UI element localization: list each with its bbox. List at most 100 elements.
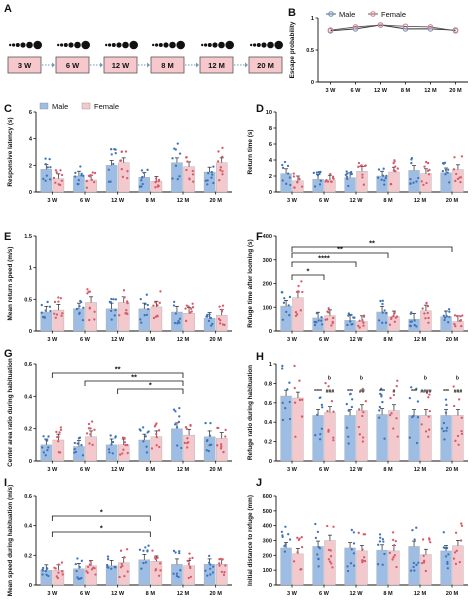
x-tick-label: 8 M bbox=[401, 88, 411, 94]
bar bbox=[203, 436, 216, 462]
data-point bbox=[447, 321, 450, 324]
data-point bbox=[394, 165, 397, 168]
data-point bbox=[121, 564, 124, 568]
x-tick-label: 20 M bbox=[209, 198, 222, 204]
data-point bbox=[106, 566, 109, 569]
data-point bbox=[59, 451, 62, 454]
data-point bbox=[352, 564, 356, 567]
y-axis-label: Center area ratio during habituation bbox=[7, 358, 14, 467]
panel-letter-F: F bbox=[256, 231, 263, 243]
data-point bbox=[318, 396, 321, 400]
data-point bbox=[94, 573, 97, 576]
looming-dot bbox=[267, 41, 274, 49]
data-point bbox=[442, 429, 445, 433]
data-point bbox=[345, 170, 348, 173]
data-point bbox=[381, 563, 384, 566]
data-point bbox=[178, 175, 181, 178]
looming-dot bbox=[63, 43, 68, 47]
data-point bbox=[345, 402, 348, 406]
data-point bbox=[174, 551, 177, 554]
data-point bbox=[326, 180, 330, 183]
data-point bbox=[125, 309, 128, 312]
data-point bbox=[89, 560, 92, 563]
bar bbox=[138, 439, 151, 462]
data-point bbox=[144, 546, 147, 549]
y-axis-label: Mean speed during habituation (m/s) bbox=[7, 485, 14, 597]
data-point bbox=[186, 559, 189, 563]
data-point bbox=[389, 396, 392, 400]
y-tick-label: 2 bbox=[269, 174, 272, 180]
data-point bbox=[297, 176, 300, 180]
data-point bbox=[315, 321, 318, 324]
data-point bbox=[145, 451, 149, 454]
data-point bbox=[175, 574, 178, 578]
data-point bbox=[108, 451, 111, 454]
data-point bbox=[352, 531, 355, 534]
data-point bbox=[154, 568, 158, 571]
data-point bbox=[144, 435, 147, 438]
significance-label: **** bbox=[318, 254, 330, 263]
data-point bbox=[219, 168, 222, 172]
data-point bbox=[211, 322, 214, 326]
looming-dot bbox=[122, 41, 129, 49]
data-point bbox=[221, 173, 224, 176]
data-point bbox=[189, 423, 192, 427]
data-point bbox=[217, 426, 220, 430]
data-point bbox=[361, 173, 364, 176]
data-point bbox=[457, 443, 460, 446]
data-point bbox=[141, 426, 145, 429]
legend-label: Female bbox=[381, 10, 406, 19]
data-point bbox=[208, 434, 212, 437]
x-tick-label: 6 W bbox=[319, 467, 330, 473]
timeline-arrow bbox=[100, 62, 103, 68]
data-point bbox=[110, 567, 113, 570]
data-point bbox=[78, 436, 82, 439]
data-point bbox=[412, 181, 415, 184]
data-point bbox=[114, 148, 117, 151]
data-point bbox=[74, 450, 78, 454]
looming-dot bbox=[9, 43, 12, 47]
data-point bbox=[446, 546, 449, 550]
data-point bbox=[207, 171, 210, 175]
data-point bbox=[61, 573, 64, 576]
data-point bbox=[357, 425, 360, 429]
data-point bbox=[54, 169, 58, 172]
data-point bbox=[283, 550, 287, 553]
data-point bbox=[427, 173, 431, 176]
data-point bbox=[75, 307, 78, 311]
data-point bbox=[52, 176, 56, 180]
data-point bbox=[281, 179, 284, 182]
data-point bbox=[155, 432, 158, 436]
data-point bbox=[362, 324, 365, 327]
data-point bbox=[381, 321, 384, 324]
data-point bbox=[191, 302, 194, 305]
data-point bbox=[361, 414, 364, 418]
data-point bbox=[126, 451, 129, 455]
data-point bbox=[444, 555, 448, 558]
data-point bbox=[87, 290, 90, 293]
data-point bbox=[90, 178, 93, 182]
data-point bbox=[383, 437, 386, 440]
data-point bbox=[349, 562, 353, 565]
timeline-label: 12 M bbox=[208, 61, 225, 70]
data-point bbox=[293, 387, 296, 390]
data-point bbox=[106, 555, 110, 558]
data-point bbox=[176, 177, 179, 181]
x-tick-label: 12 M bbox=[414, 337, 427, 343]
data-point bbox=[412, 561, 416, 565]
panel-letter-E: E bbox=[4, 231, 11, 243]
data-point bbox=[112, 298, 115, 301]
y-tick-label: 200 bbox=[263, 282, 272, 288]
data-point bbox=[125, 548, 129, 551]
x-tick-label: 20 M bbox=[449, 88, 462, 94]
data-point bbox=[288, 314, 291, 317]
y-tick-label: 300 bbox=[263, 258, 272, 264]
legend-label: Female bbox=[94, 102, 119, 111]
bar bbox=[105, 444, 118, 462]
data-point bbox=[346, 177, 349, 181]
data-point bbox=[421, 538, 425, 541]
data-point bbox=[409, 312, 412, 315]
significance-label: ** bbox=[337, 245, 343, 254]
significance-label: b bbox=[360, 376, 363, 382]
